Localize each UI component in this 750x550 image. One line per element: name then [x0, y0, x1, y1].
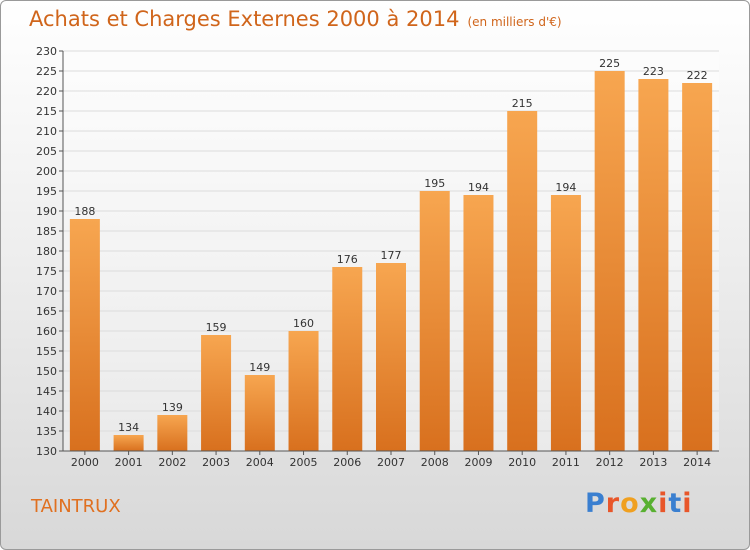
data-label: 195	[424, 177, 445, 190]
bar	[463, 195, 494, 451]
y-tick-label: 175	[36, 265, 57, 278]
x-tick-label: 2013	[639, 456, 667, 469]
y-tick-label: 165	[36, 305, 57, 318]
logo-letter: r	[605, 488, 621, 519]
data-label: 194	[468, 181, 489, 194]
y-tick-label: 160	[36, 325, 57, 338]
y-tick-label: 190	[36, 205, 57, 218]
data-label: 225	[599, 57, 620, 70]
logo-letter: o	[620, 488, 640, 519]
y-tick-label: 145	[36, 385, 57, 398]
y-tick-label: 140	[36, 405, 57, 418]
logo-letter: t	[668, 488, 683, 519]
y-tick-label: 135	[36, 425, 57, 438]
chart-title: Achats et Charges Externes 2000 à 2014 (e…	[29, 7, 562, 31]
x-tick-label: 2010	[508, 456, 536, 469]
bar	[201, 335, 232, 451]
bar	[113, 435, 144, 451]
x-tick-label: 2000	[71, 456, 99, 469]
data-label: 149	[249, 361, 270, 374]
y-tick-label: 180	[36, 245, 57, 258]
y-tick-label: 225	[36, 65, 57, 78]
data-label: 215	[512, 97, 533, 110]
y-tick-label: 155	[36, 345, 57, 358]
x-tick-label: 2014	[683, 456, 711, 469]
bar	[594, 71, 625, 451]
data-label: 188	[74, 205, 95, 218]
y-tick-label: 215	[36, 105, 57, 118]
bar	[244, 375, 275, 451]
x-tick-label: 2007	[377, 456, 405, 469]
y-tick-label: 230	[36, 45, 57, 58]
bar	[682, 83, 713, 451]
x-tick-label: 2006	[333, 456, 361, 469]
x-tick-label: 2011	[552, 456, 580, 469]
bar	[288, 331, 319, 451]
x-tick-label: 2009	[464, 456, 492, 469]
y-tick-label: 150	[36, 365, 57, 378]
proxiti-logo: Proxiti	[585, 488, 693, 519]
commune-name: TAINTRUX	[31, 496, 121, 517]
bar	[550, 195, 581, 451]
y-tick-label: 220	[36, 85, 57, 98]
data-label: 194	[555, 181, 576, 194]
x-tick-label: 2001	[115, 456, 143, 469]
bar	[69, 219, 100, 451]
bar	[332, 267, 363, 451]
bar	[157, 415, 188, 451]
y-tick-label: 170	[36, 285, 57, 298]
bar	[419, 191, 450, 451]
logo-letter: i	[682, 488, 693, 519]
data-label: 139	[162, 401, 183, 414]
x-tick-label: 2005	[290, 456, 318, 469]
bar	[507, 111, 538, 451]
x-tick-label: 2012	[596, 456, 624, 469]
y-tick-label: 205	[36, 145, 57, 158]
y-tick-label: 130	[36, 445, 57, 458]
logo-letter: x	[639, 488, 659, 519]
y-tick-label: 210	[36, 125, 57, 138]
bar	[376, 263, 406, 451]
x-tick-label: 2002	[158, 456, 186, 469]
data-label: 177	[381, 249, 402, 262]
x-tick-label: 2004	[246, 456, 274, 469]
bar	[638, 79, 669, 451]
data-label: 134	[118, 421, 139, 434]
data-label: 160	[293, 317, 314, 330]
y-tick-label: 200	[36, 165, 57, 178]
data-label: 223	[643, 65, 664, 78]
x-tick-label: 2008	[421, 456, 449, 469]
x-tick-label: 2003	[202, 456, 230, 469]
data-label: 222	[687, 69, 708, 82]
logo-letter: P	[585, 488, 606, 519]
y-tick-label: 195	[36, 185, 57, 198]
data-label: 159	[206, 321, 227, 334]
chart-title-text: Achats et Charges Externes 2000 à 2014	[29, 7, 460, 31]
y-tick-label: 185	[36, 225, 57, 238]
logo-letter: i	[658, 488, 669, 519]
data-label: 176	[337, 253, 358, 266]
chart-unit: (en milliers d'€)	[467, 15, 562, 29]
